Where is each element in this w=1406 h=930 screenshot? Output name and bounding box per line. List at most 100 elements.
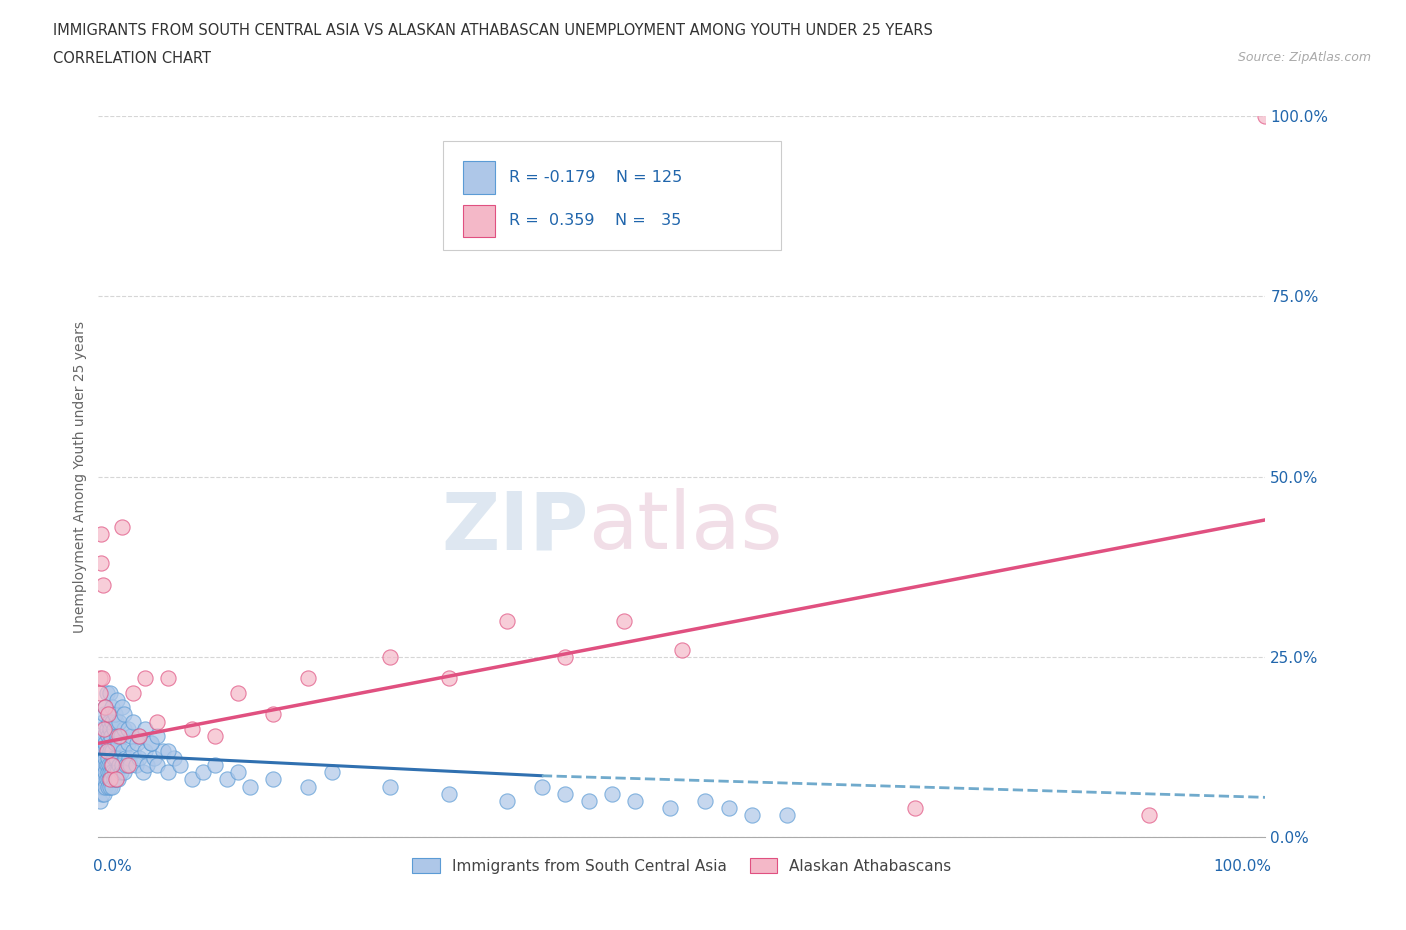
- Text: ZIP: ZIP: [441, 488, 589, 566]
- Point: [112, 722, 135, 737]
- Point: [93, 722, 115, 737]
- Point: [1254, 109, 1277, 124]
- Point: [98, 772, 121, 787]
- Point: [125, 736, 148, 751]
- Text: CORRELATION CHART: CORRELATION CHART: [53, 51, 211, 66]
- Point: [94, 779, 117, 794]
- Point: [671, 642, 693, 657]
- Point: [1137, 808, 1160, 823]
- Point: [262, 772, 284, 787]
- Point: [134, 743, 156, 758]
- Point: [108, 714, 131, 729]
- Point: [157, 671, 180, 686]
- Point: [132, 764, 155, 779]
- Point: [97, 714, 120, 729]
- Point: [104, 772, 127, 787]
- Point: [90, 764, 112, 779]
- Point: [139, 736, 162, 751]
- Point: [93, 757, 115, 772]
- Point: [215, 772, 238, 787]
- Point: [101, 743, 124, 758]
- Point: [659, 801, 682, 816]
- Text: IMMIGRANTS FROM SOUTH CENTRAL ASIA VS ALASKAN ATHABASCAN UNEMPLOYMENT AMONG YOUT: IMMIGRANTS FROM SOUTH CENTRAL ASIA VS AL…: [53, 23, 934, 38]
- Point: [239, 779, 262, 794]
- Point: [90, 743, 112, 758]
- Point: [89, 685, 111, 700]
- Point: [103, 751, 125, 765]
- Point: [101, 779, 124, 794]
- Point: [118, 757, 141, 772]
- Point: [157, 743, 180, 758]
- Point: [122, 685, 145, 700]
- Point: [111, 520, 134, 535]
- Text: 100.0%: 100.0%: [1213, 858, 1271, 873]
- Point: [104, 751, 127, 765]
- Point: [111, 757, 134, 772]
- Point: [93, 707, 115, 722]
- Bar: [463, 205, 495, 237]
- Point: [146, 757, 169, 772]
- Y-axis label: Unemployment Among Youth under 25 years: Unemployment Among Youth under 25 years: [73, 321, 87, 632]
- Point: [380, 779, 402, 794]
- Point: [105, 729, 128, 744]
- Point: [105, 693, 128, 708]
- Point: [115, 757, 138, 772]
- Point: [97, 772, 120, 787]
- Point: [776, 808, 799, 823]
- Point: [128, 751, 150, 765]
- Point: [100, 772, 122, 787]
- Point: [100, 729, 122, 744]
- Point: [554, 787, 576, 802]
- Bar: [463, 161, 495, 193]
- Point: [97, 757, 120, 772]
- Point: [111, 700, 134, 715]
- Point: [96, 743, 118, 758]
- Point: [695, 793, 717, 808]
- Point: [204, 729, 226, 744]
- Point: [169, 757, 191, 772]
- Point: [122, 743, 145, 758]
- Point: [96, 685, 118, 700]
- Point: [97, 729, 120, 744]
- Point: [578, 793, 600, 808]
- Point: [717, 801, 740, 816]
- Point: [91, 714, 114, 729]
- Point: [117, 722, 139, 737]
- Point: [96, 743, 118, 758]
- Point: [262, 707, 284, 722]
- Point: [107, 772, 129, 787]
- Point: [93, 787, 115, 802]
- Point: [91, 736, 114, 751]
- Point: [96, 722, 118, 737]
- Point: [204, 757, 226, 772]
- Point: [98, 722, 121, 737]
- Point: [112, 707, 135, 722]
- Point: [90, 736, 112, 751]
- Point: [98, 685, 121, 700]
- Text: 0.0%: 0.0%: [93, 858, 131, 873]
- Point: [146, 714, 169, 729]
- Point: [101, 700, 124, 715]
- Point: [104, 714, 127, 729]
- Point: [97, 779, 120, 794]
- Point: [94, 751, 117, 765]
- Point: [90, 722, 112, 737]
- Point: [90, 671, 112, 686]
- Point: [91, 764, 114, 779]
- Legend: Immigrants from South Central Asia, Alaskan Athabascans: Immigrants from South Central Asia, Alas…: [406, 852, 957, 880]
- Point: [96, 772, 118, 787]
- Point: [90, 751, 112, 765]
- Point: [90, 526, 112, 541]
- Point: [100, 757, 122, 772]
- Point: [228, 685, 250, 700]
- Point: [741, 808, 763, 823]
- Point: [437, 671, 460, 686]
- Point: [297, 779, 319, 794]
- Point: [96, 757, 118, 772]
- Point: [93, 772, 115, 787]
- Point: [101, 757, 124, 772]
- Point: [114, 751, 136, 765]
- Text: Source: ZipAtlas.com: Source: ZipAtlas.com: [1237, 51, 1371, 64]
- Point: [904, 801, 927, 816]
- Point: [97, 751, 120, 765]
